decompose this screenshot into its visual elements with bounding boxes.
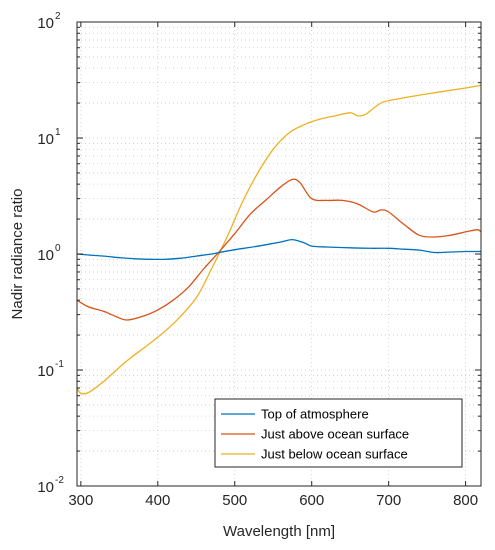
x-tick-label: 300 <box>68 492 93 509</box>
grid <box>77 22 481 487</box>
y-tick-mantissa: 10 <box>37 363 54 380</box>
x-tick-label: 600 <box>299 492 324 509</box>
legend: Top of atmosphere Just above ocean surfac… <box>214 398 463 468</box>
y-tick-exponent: 2 <box>55 11 61 22</box>
legend-entry: Just above ocean surface <box>221 427 409 442</box>
y-tick-label: 10 1 <box>37 127 61 148</box>
legend-label: Just below ocean surface <box>261 447 408 462</box>
axis-ticks <box>77 21 481 487</box>
y-tick-exponent: 1 <box>55 127 61 138</box>
legend-label: Top of atmosphere <box>261 407 369 422</box>
series-line-2 <box>76 178 482 321</box>
y-tick-label: 10 0 <box>37 243 61 264</box>
y-tick-mantissa: 10 <box>37 479 54 496</box>
series-line-3 <box>76 84 482 395</box>
y-tick-exponent: 0 <box>55 243 61 254</box>
x-tick-label: 500 <box>222 492 247 509</box>
y-tick-label: 10 -2 <box>37 475 64 496</box>
y-tick-mantissa: 10 <box>37 15 54 32</box>
y-tick-mantissa: 10 <box>37 131 54 148</box>
x-tick-labels: 300 400 500 600 700 800 <box>68 492 478 509</box>
y-tick-label: 10 -1 <box>37 359 64 380</box>
y-tick-label: 10 2 <box>37 11 61 32</box>
x-tick-label: 800 <box>453 492 478 509</box>
y-tick-mantissa: 10 <box>37 247 54 264</box>
legend-entry: Top of atmosphere <box>221 407 369 422</box>
y-axis-label: Nadir radiance ratio <box>9 189 26 320</box>
legend-entries: Top of atmosphere Just above ocean surfac… <box>221 407 409 462</box>
plot-area <box>76 84 482 395</box>
x-tick-label: 400 <box>145 492 170 509</box>
x-axis-label: Wavelength [nm] <box>223 523 335 540</box>
legend-entry: Just below ocean surface <box>221 447 408 462</box>
y-tick-exponent: -1 <box>55 359 64 370</box>
legend-label: Just above ocean surface <box>261 427 409 442</box>
y-tick-exponent: -2 <box>55 475 64 486</box>
x-tick-label: 700 <box>376 492 401 509</box>
legend-box <box>214 398 463 468</box>
series-line-1 <box>76 238 481 261</box>
